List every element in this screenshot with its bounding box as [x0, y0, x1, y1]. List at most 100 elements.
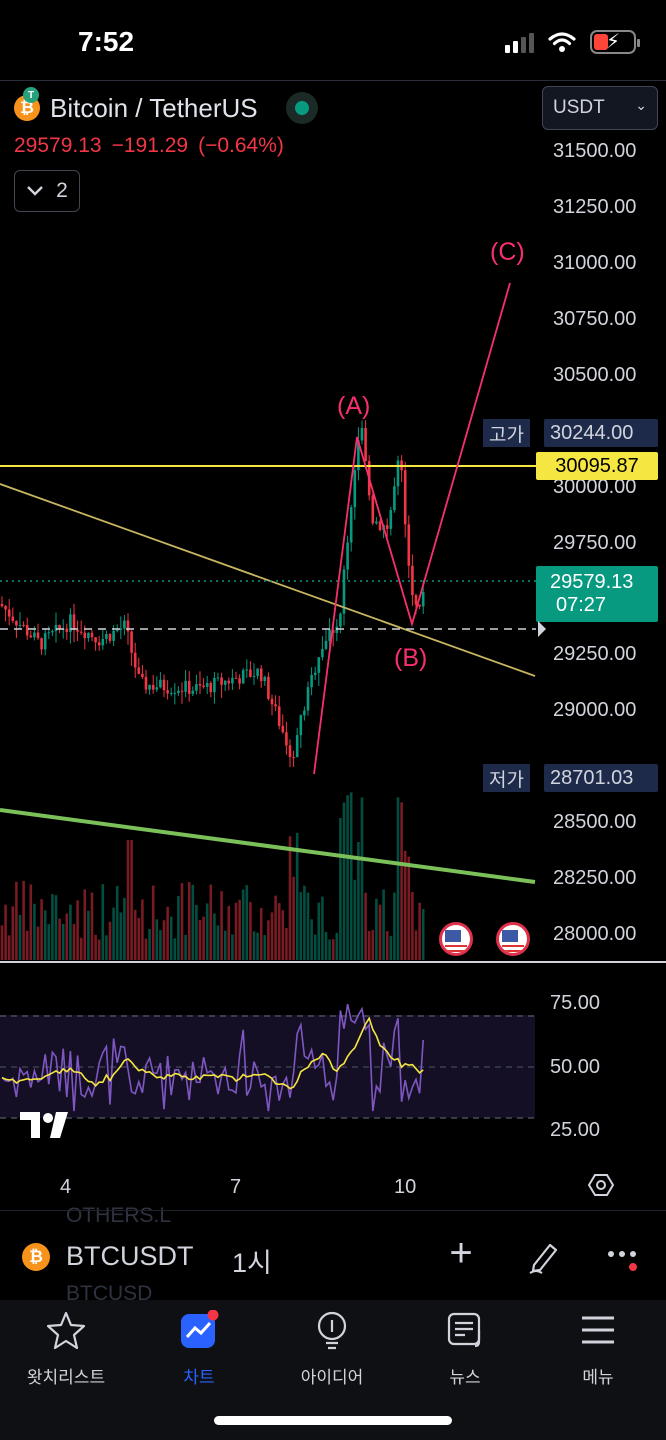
nav-item-ideas[interactable]: 아이디어 [277, 1310, 387, 1388]
candle-body [155, 687, 159, 690]
volume-bar [396, 797, 400, 960]
indicators-toggle-button[interactable]: 2 [14, 170, 80, 212]
indicator-count: 2 [56, 179, 68, 202]
volume-bar [367, 931, 371, 960]
symbol-search-button[interactable]: BTCUSDT [66, 1241, 194, 1271]
volume-bar [76, 900, 79, 960]
us-flag-event-icon[interactable] [496, 922, 530, 956]
candle-body [378, 521, 382, 531]
bitcoin-icon: ₿ T [14, 87, 40, 121]
elliott-wave-line[interactable] [313, 282, 511, 775]
volume-bar [141, 899, 144, 960]
star-icon [46, 1311, 86, 1350]
pane-divider[interactable] [0, 961, 666, 963]
nav-label: 아이디어 [300, 1368, 364, 1387]
wave-label-a[interactable]: (A) [337, 392, 371, 420]
volume-bar [79, 937, 83, 960]
volume-bar [252, 931, 256, 960]
price-row: 29579.13 −191.29 (−0.64%) [14, 134, 318, 158]
volume-bar [54, 895, 58, 960]
volume-bar [29, 884, 33, 960]
volume-bar [407, 856, 411, 960]
candle-body [169, 692, 173, 694]
candle-body [11, 616, 15, 621]
volume-bar [166, 906, 169, 960]
nav-item-chart[interactable]: 차트 [144, 1309, 254, 1388]
price-axis-label: 30750.00 [553, 307, 637, 330]
high-price-tag: 30244.00 [544, 419, 658, 447]
candle-body [126, 620, 130, 632]
candle-body [180, 690, 184, 692]
volume-bar [15, 881, 18, 960]
volume-bar [267, 920, 270, 960]
volume-bar [227, 905, 231, 960]
volume-bar [270, 912, 274, 960]
candle-body [137, 667, 141, 674]
news-icon [447, 1312, 481, 1348]
wave-label-c[interactable]: (C) [490, 238, 525, 266]
rsi-ma-line [1, 1016, 424, 1090]
candle-body [313, 672, 317, 676]
price-axis-label: 29250.00 [553, 643, 637, 666]
currency-select[interactable]: USDT ⌄ [542, 86, 658, 130]
drawing-tools-pencil-icon[interactable] [526, 1239, 562, 1275]
volume-bar [101, 884, 105, 960]
nav-item-watchlist[interactable]: 왓치리스트 [11, 1310, 121, 1388]
candle-body [346, 542, 349, 570]
volume-bar [281, 910, 285, 960]
us-flag-event-icon[interactable] [439, 922, 473, 956]
candle-body [421, 591, 425, 607]
candle-body [213, 677, 216, 693]
support-trendline[interactable] [0, 808, 536, 884]
candle-body [321, 648, 324, 658]
add-plus-icon[interactable]: + [449, 1231, 473, 1275]
volume-bar [36, 926, 40, 960]
volume-bar [288, 836, 292, 960]
nav-item-news[interactable]: 뉴스 [410, 1310, 520, 1388]
volume-bar [0, 925, 4, 960]
volume-bar [403, 850, 407, 960]
volume-bar [292, 876, 295, 960]
volume-bar [220, 891, 223, 960]
candle-body [342, 569, 346, 614]
volume-bar [180, 883, 184, 960]
candle-body [249, 669, 252, 677]
candle-body [418, 604, 421, 607]
more-options-icon[interactable] [608, 1251, 637, 1271]
price-chart[interactable] [0, 0, 666, 1210]
symbol-name[interactable]: Bitcoin / TetherUS [50, 92, 258, 123]
candle-body [108, 634, 112, 641]
volume-bar [256, 932, 259, 960]
descending-trendline[interactable] [0, 483, 536, 677]
volume-bar [385, 931, 389, 960]
volume-bar [169, 916, 173, 960]
volume-bar [195, 904, 198, 960]
candle-body [396, 460, 400, 487]
candle-body [25, 624, 29, 636]
nav-item-menu[interactable]: 메뉴 [543, 1310, 653, 1388]
market-open-indicator [285, 92, 318, 124]
chart-settings-icon[interactable] [588, 1172, 614, 1198]
candle-body [133, 652, 137, 668]
candle-body [205, 682, 209, 687]
candle-body [231, 677, 234, 684]
candle-body [270, 698, 274, 705]
candle-body [90, 632, 94, 638]
wave-label-b[interactable]: (B) [394, 644, 428, 672]
status-time: 7:52 [78, 26, 135, 57]
tradingview-logo [20, 1110, 74, 1148]
interval-button[interactable]: 1시 [232, 1248, 272, 1278]
time-axis-label: 10 [394, 1176, 417, 1198]
volume-bar [357, 842, 360, 960]
home-indicator [214, 1416, 452, 1425]
candle-body [0, 603, 4, 607]
candle-body [202, 685, 205, 687]
candle-body [184, 680, 187, 692]
volume-bar [119, 912, 123, 960]
volume-bar [87, 910, 90, 960]
price-axis-label: 30000.00 [553, 475, 637, 498]
volume-bar [303, 885, 306, 960]
nav-label: 뉴스 [449, 1368, 481, 1387]
candle-body [54, 624, 58, 632]
current-price-value: 29579.13 [550, 571, 634, 593]
